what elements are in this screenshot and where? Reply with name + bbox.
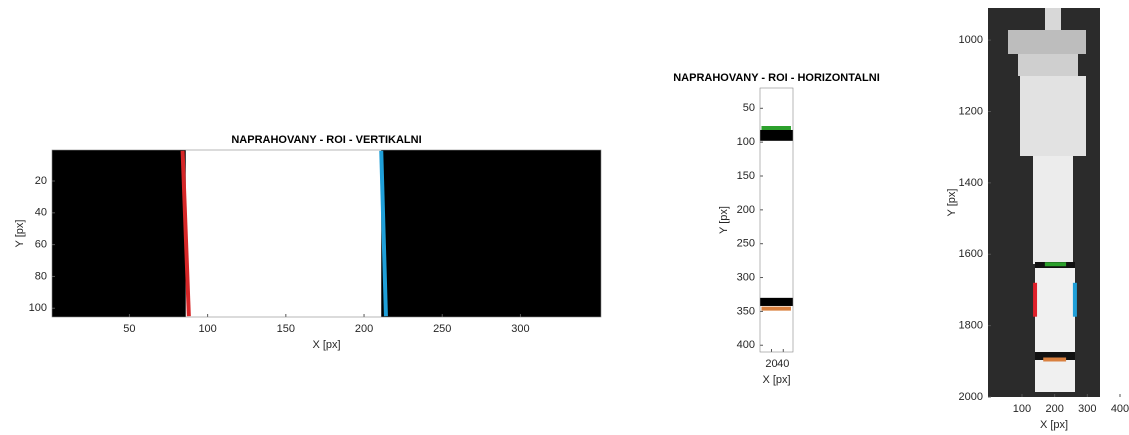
y-tick-label: 1600 bbox=[959, 248, 983, 260]
x-tick-label: 250 bbox=[433, 323, 451, 335]
region bbox=[760, 130, 793, 141]
x-axis-label: X [px] bbox=[1040, 419, 1068, 431]
y-tick-label: 250 bbox=[737, 238, 755, 250]
y-tick-label: 1400 bbox=[959, 177, 983, 189]
y-axis-label: Y [px] bbox=[14, 220, 26, 248]
x-axis-label: X [px] bbox=[312, 339, 340, 351]
y-tick-label: 200 bbox=[737, 204, 755, 216]
x-tick-label: 300 bbox=[1078, 403, 1096, 415]
y-tick-label: 40 bbox=[35, 207, 47, 219]
y-tick-label: 300 bbox=[737, 271, 755, 283]
x-tick-label: 200 bbox=[355, 323, 373, 335]
y-tick-label: 100 bbox=[737, 136, 755, 148]
x-axis-label: X [px] bbox=[762, 374, 790, 386]
y-axis-label: Y [px] bbox=[718, 206, 730, 234]
x-tick-label: 20 bbox=[765, 358, 777, 370]
photo bbox=[988, 8, 1100, 397]
figure: 5010015020025030020406080100NAPRAHOVANY … bbox=[0, 0, 1129, 435]
y-tick-label: 1200 bbox=[959, 105, 983, 117]
chart-title: NAPRAHOVANY - ROI - VERTIKALNI bbox=[231, 134, 421, 146]
y-tick-label: 1800 bbox=[959, 320, 983, 332]
x-tick-label: 150 bbox=[277, 323, 295, 335]
region bbox=[760, 298, 793, 306]
x-tick-label: 100 bbox=[1013, 403, 1031, 415]
x-tick-label: 300 bbox=[511, 323, 529, 335]
y-tick-label: 100 bbox=[29, 302, 47, 314]
x-tick-label: 100 bbox=[198, 323, 216, 335]
y-tick-label: 80 bbox=[35, 270, 47, 282]
y-tick-label: 2000 bbox=[959, 391, 983, 403]
y-tick-label: 400 bbox=[737, 339, 755, 351]
y-tick-label: 50 bbox=[743, 102, 755, 114]
y-tick-label: 1000 bbox=[959, 34, 983, 46]
x-tick-label: 400 bbox=[1111, 403, 1129, 415]
chart-title: NAPRAHOVANY - ROI - HORIZONTALNI bbox=[673, 72, 880, 84]
x-tick-label: 200 bbox=[1045, 403, 1063, 415]
x-tick-label: 50 bbox=[123, 323, 135, 335]
y-axis-label: Y [px] bbox=[946, 189, 958, 217]
x-tick-label: 40 bbox=[777, 358, 789, 370]
y-tick-label: 60 bbox=[35, 239, 47, 251]
y-tick-label: 350 bbox=[737, 305, 755, 317]
y-tick-label: 20 bbox=[35, 175, 47, 187]
region bbox=[186, 150, 382, 317]
y-tick-label: 150 bbox=[737, 170, 755, 182]
